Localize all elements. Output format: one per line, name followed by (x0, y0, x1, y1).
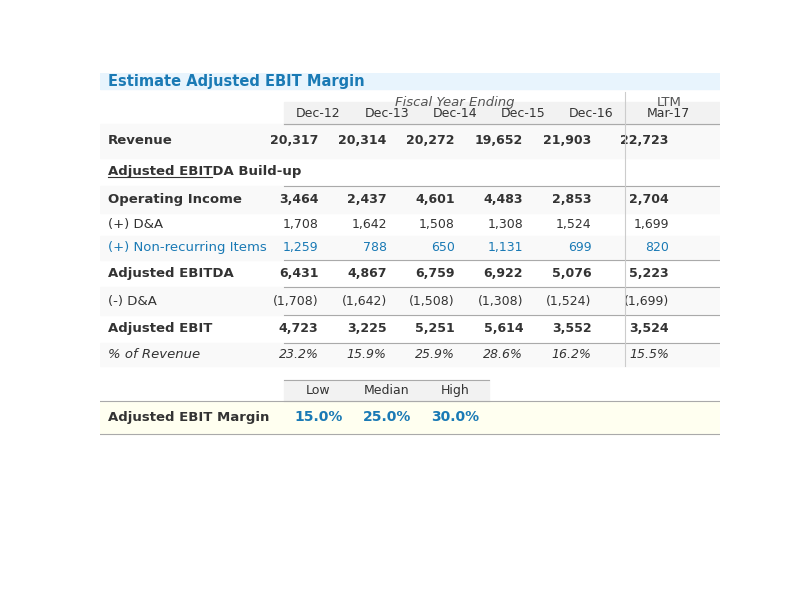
Text: Low: Low (306, 384, 331, 397)
Text: (-) D&A: (-) D&A (108, 295, 157, 307)
Text: 2,704: 2,704 (629, 193, 669, 206)
Text: 4,601: 4,601 (415, 193, 455, 206)
Text: 1,308: 1,308 (487, 218, 523, 231)
Text: 5,614: 5,614 (483, 322, 523, 336)
Text: 4,723: 4,723 (279, 322, 318, 336)
Bar (100, 401, 720, 434)
Bar (626, 102, 720, 124)
Text: 820: 820 (645, 242, 669, 254)
Text: 699: 699 (568, 242, 591, 254)
Text: (+) Non-recurring Items: (+) Non-recurring Items (108, 242, 266, 254)
Text: 4,483: 4,483 (484, 193, 523, 206)
Text: 25.9%: 25.9% (415, 348, 455, 361)
Text: 6,922: 6,922 (484, 267, 523, 280)
Text: 20,317: 20,317 (270, 134, 318, 148)
Text: 2,437: 2,437 (347, 193, 386, 206)
Text: Dec-14: Dec-14 (433, 107, 478, 120)
Text: 16.2%: 16.2% (551, 348, 591, 361)
Text: 1,508: 1,508 (419, 218, 455, 231)
Text: (1,699): (1,699) (624, 295, 669, 307)
Text: Operating Income: Operating Income (108, 193, 242, 206)
Text: (1,524): (1,524) (546, 295, 591, 307)
Text: Adjusted EBITDA Build-up: Adjusted EBITDA Build-up (108, 165, 301, 178)
Bar (100, 73, 720, 88)
Text: 2,853: 2,853 (552, 193, 591, 206)
Bar (100, 185, 720, 214)
Text: Dec-13: Dec-13 (365, 107, 409, 120)
Text: Revenue: Revenue (108, 134, 173, 148)
Text: Fiscal Year Ending: Fiscal Year Ending (395, 96, 514, 109)
Text: 23.2%: 23.2% (278, 348, 318, 361)
Bar (100, 237, 720, 259)
Text: 6,431: 6,431 (279, 267, 318, 280)
Text: High: High (441, 384, 470, 397)
Text: Dec-15: Dec-15 (501, 107, 546, 120)
Text: 15.5%: 15.5% (629, 348, 669, 361)
Text: 1,642: 1,642 (351, 218, 386, 231)
Text: 20,314: 20,314 (338, 134, 386, 148)
Text: (1,308): (1,308) (478, 295, 523, 307)
Text: 3,552: 3,552 (552, 322, 591, 336)
Text: 5,251: 5,251 (415, 322, 455, 336)
Text: Mar-17: Mar-17 (647, 107, 690, 120)
Text: 5,076: 5,076 (552, 267, 591, 280)
Text: 3,464: 3,464 (279, 193, 318, 206)
Text: Adjusted EBIT: Adjusted EBIT (108, 322, 212, 336)
Text: (+) D&A: (+) D&A (108, 218, 163, 231)
Bar (285, 102, 626, 124)
Text: (1,642): (1,642) (342, 295, 386, 307)
Bar (100, 124, 720, 158)
Text: 20,272: 20,272 (406, 134, 455, 148)
Text: Median: Median (364, 384, 410, 397)
Text: Adjusted EBITDA: Adjusted EBITDA (108, 267, 234, 280)
Text: 650: 650 (431, 242, 455, 254)
Text: 22,723: 22,723 (621, 134, 669, 148)
Text: 21,903: 21,903 (543, 134, 591, 148)
Text: 28.6%: 28.6% (483, 348, 523, 361)
Bar (100, 343, 720, 366)
Text: % of Revenue: % of Revenue (108, 348, 200, 361)
Text: 6,759: 6,759 (415, 267, 455, 280)
Text: 1,131: 1,131 (488, 242, 523, 254)
Text: 25.0%: 25.0% (362, 411, 411, 425)
Text: (1,708): (1,708) (273, 295, 318, 307)
Text: 15.9%: 15.9% (347, 348, 386, 361)
Text: 1,259: 1,259 (283, 242, 318, 254)
Text: Dec-16: Dec-16 (569, 107, 614, 120)
Text: 3,225: 3,225 (347, 322, 386, 336)
Text: 788: 788 (362, 242, 386, 254)
Text: 30.0%: 30.0% (431, 411, 479, 425)
Text: 1,708: 1,708 (282, 218, 318, 231)
Text: 1,699: 1,699 (634, 218, 669, 231)
Text: 4,867: 4,867 (347, 267, 386, 280)
Text: 3,524: 3,524 (630, 322, 669, 336)
Text: Adjusted EBIT Margin: Adjusted EBIT Margin (108, 411, 269, 424)
Text: Estimate Adjusted EBIT Margin: Estimate Adjusted EBIT Margin (108, 74, 364, 89)
Bar (100, 287, 720, 315)
Text: 1,524: 1,524 (556, 218, 591, 231)
Bar (285, 379, 489, 401)
Text: (1,508): (1,508) (410, 295, 455, 307)
Text: LTM: LTM (657, 96, 682, 109)
Text: 15.0%: 15.0% (294, 411, 342, 425)
Text: 19,652: 19,652 (475, 134, 523, 148)
Text: 5,223: 5,223 (630, 267, 669, 280)
Text: Dec-12: Dec-12 (296, 107, 341, 120)
